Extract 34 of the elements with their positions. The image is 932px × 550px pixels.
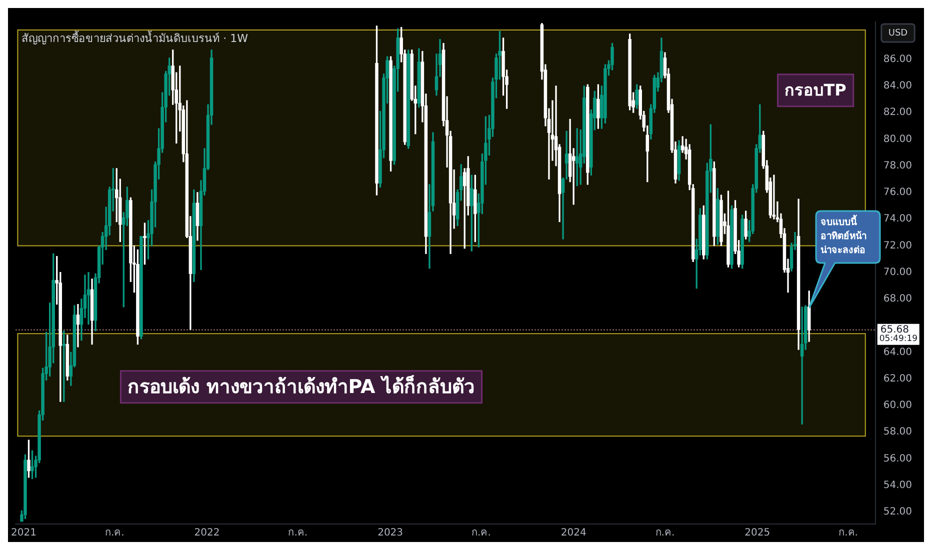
x-tick-label: ก.ค. [655,528,675,539]
y-tick-label: 86.00 [883,54,912,65]
y-tick-label: 72.00 [883,240,912,252]
y-tick-label: 84.00 [883,80,912,92]
text: 05:49:19 [879,334,918,344]
y-tick-label: 70.00 [883,266,912,278]
y-tick-label: 80.00 [883,134,912,145]
x-tick-label: 2024 [560,528,586,539]
x-tick-label: 2025 [744,528,770,539]
y-tick-label: 68.00 [883,294,912,305]
y-tick-label: 64.00 [883,346,912,358]
x-tick-label: 2023 [378,528,404,539]
annotation: จบแบบนี้ อาทิตย์หน้า น่าจะลงต่อ [820,216,868,258]
band-label: กรอบTP [784,80,847,100]
x-tick-label: ก.ค. [104,528,124,539]
y-axis-title: USD [888,28,908,38]
x-tick-label: ก.ค. [472,528,491,539]
text: สัญญาการซื้อขายส่วนต่างน้ำมันดิบเบรนท์ · 1W [22,30,248,45]
y-tick-label: 62.00 [883,373,912,384]
band-label: กรอบเด้ง ทางขวาถ้าเด้งทำPA ได้ก็กลับตัว [128,374,475,398]
y-tick-label: 60.00 [883,400,912,412]
x-tick-label: 2022 [194,528,220,539]
ref-line-label: 65.68 [880,324,910,336]
y-tick-label: 74.00 [883,214,912,225]
y-tick-label: 82.00 [883,107,912,118]
x-tick-label: ก.ค. [288,528,308,539]
y-tick-label: 54.00 [883,480,912,491]
y-tick-label: 58.00 [883,426,912,438]
x-tick-label: 2021 [11,528,36,539]
y-tick-label: 52.00 [883,506,912,518]
y-tick-label: 56.00 [883,453,912,464]
x-tick-label: ก.ค. [838,528,858,539]
y-tick-label: 78.00 [883,160,912,172]
y-tick-label: 76.00 [883,187,912,198]
